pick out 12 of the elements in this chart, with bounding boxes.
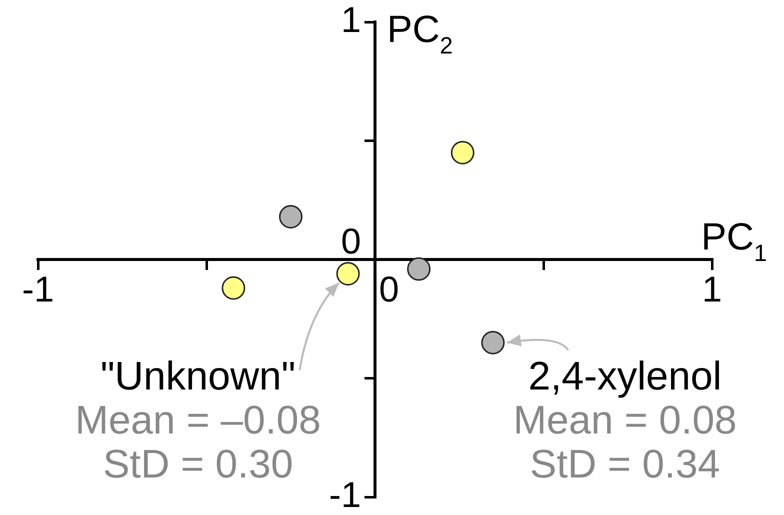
x-tick-label: 0 bbox=[378, 268, 400, 310]
y-tick-label: -1 bbox=[328, 474, 361, 515]
annotation: Mean = –0.08 bbox=[75, 398, 321, 442]
y-tick-label: 0 bbox=[340, 220, 361, 262]
annotation: 2,4-xylenol bbox=[528, 354, 722, 398]
x-tick-label: 1 bbox=[702, 268, 722, 310]
annotation: StD = 0.34 bbox=[530, 442, 720, 486]
y-tick-label: 1 bbox=[340, 0, 361, 40]
annotation: Mean = 0.08 bbox=[513, 398, 737, 442]
x-tick-label: -1 bbox=[22, 268, 54, 310]
annotation: "Unknown" bbox=[100, 354, 296, 398]
annotation: StD = 0.30 bbox=[102, 442, 294, 486]
